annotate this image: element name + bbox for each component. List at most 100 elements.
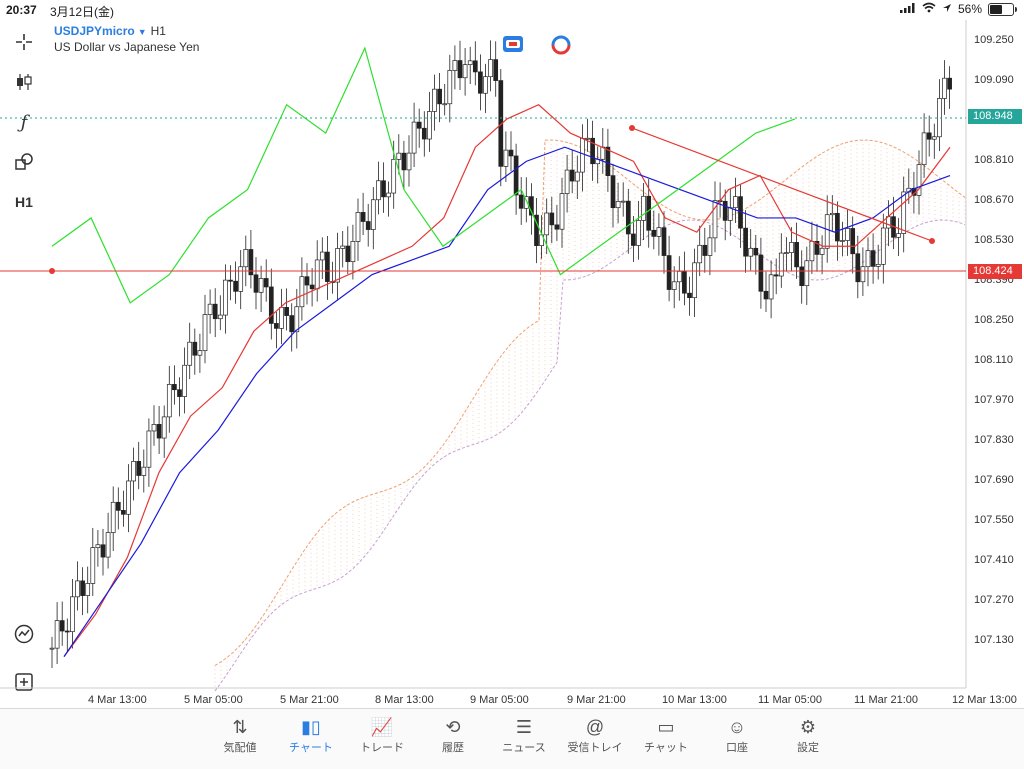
candle-bear	[529, 196, 534, 216]
nav-item-quotes[interactable]: ⇅ 気配値	[205, 715, 275, 755]
candle-bull	[580, 137, 585, 173]
candle-bear	[835, 212, 840, 242]
candle-bull	[110, 501, 116, 533]
nav-item-account[interactable]: ☺ 口座	[702, 715, 772, 755]
battery-percent: 56%	[957, 2, 982, 16]
candle-bull	[712, 200, 718, 239]
candle-bear	[508, 149, 514, 157]
candle-bull	[442, 103, 448, 106]
candle-bull	[238, 266, 244, 292]
candle-bull	[376, 180, 381, 201]
nav-item-settings[interactable]: ⚙ 設定	[773, 715, 843, 755]
time-axis-label: 8 Mar 13:00	[375, 694, 434, 706]
candle-bull	[488, 59, 493, 78]
candle-bear	[172, 384, 177, 391]
candle-bear	[605, 146, 611, 176]
candle-bear	[493, 59, 499, 81]
candle-bull	[600, 146, 606, 160]
nav-item-history[interactable]: ⟲ 履歴	[418, 715, 488, 755]
candle-bull	[896, 233, 901, 238]
nav-item-chart[interactable]: ▮▯ チャート	[276, 715, 346, 755]
time-axis-label: 11 Mar 05:00	[758, 694, 823, 706]
candle-bull	[865, 250, 871, 268]
symbol-name[interactable]: USDJPYmicro	[54, 24, 135, 38]
nav-item-label: 口座	[726, 742, 748, 754]
candle-bear	[309, 284, 315, 290]
signal-icon	[899, 2, 916, 16]
candle-bull	[789, 242, 794, 253]
nav-item-label: トレード	[360, 742, 404, 754]
trendline-start	[629, 125, 635, 131]
candle-bull	[671, 281, 677, 290]
nav-item-mail[interactable]: @ 受信トレイ	[560, 715, 630, 755]
candle-bear	[855, 253, 861, 283]
candle-bear	[192, 341, 198, 356]
time-axis-label: 11 Mar 21:00	[854, 694, 919, 706]
symbol-header[interactable]: USDJPYmicro ▼ H1 US Dollar vs Japanese Yen	[54, 24, 199, 54]
status-time: 20:37	[6, 3, 37, 17]
battery-icon	[988, 2, 1017, 16]
candle-bear	[569, 169, 575, 182]
candle-bear	[457, 60, 463, 79]
candle-bear	[421, 127, 427, 140]
timeframe-button[interactable]: H1	[15, 194, 33, 210]
candle-bull	[819, 247, 825, 255]
candle-bull	[467, 60, 473, 66]
candle-bull	[620, 200, 626, 203]
candle-bull	[427, 111, 432, 140]
price-axis-label: 108.250	[974, 314, 1014, 326]
nav-item-label: 受信トレイ	[567, 742, 623, 754]
symbol-description: US Dollar vs Japanese Yen	[54, 40, 200, 54]
add-chart-icon[interactable]	[10, 668, 38, 696]
candle-bear	[702, 244, 708, 256]
price-axis-label: 109.250	[974, 34, 1014, 46]
candle-bear	[177, 389, 182, 397]
nav-item-trade[interactable]: 📈 トレード	[347, 715, 417, 755]
candle-bull	[768, 274, 774, 300]
trade-icon: 📈	[370, 717, 394, 737]
candlestick-icon[interactable]	[10, 68, 38, 96]
candle-bull	[860, 266, 866, 283]
candle-bull	[641, 195, 646, 221]
candle-bull	[707, 237, 713, 256]
senkou-span-b	[214, 219, 966, 692]
nav-item-label: 履歴	[442, 742, 464, 754]
candle-bear	[381, 180, 386, 198]
chart-zoom-icon[interactable]	[10, 620, 38, 648]
market-depth-icon[interactable]	[551, 35, 571, 60]
candle-bear	[416, 121, 422, 129]
candle-bear	[253, 274, 259, 293]
candle-bear	[121, 510, 126, 515]
nav-item-label: チャット	[644, 742, 688, 754]
candle-bull	[350, 241, 356, 263]
candle-bear	[610, 175, 616, 209]
price-chart[interactable]	[0, 20, 1024, 708]
objects-shapes-icon[interactable]	[10, 148, 38, 176]
candle-bull	[126, 480, 131, 515]
current-price-tag: 108.948	[968, 109, 1022, 124]
chevron-down-icon[interactable]: ▼	[137, 27, 147, 37]
candle-bear	[651, 229, 657, 237]
tenkan-sen-line	[63, 104, 951, 658]
wifi-icon	[922, 2, 936, 16]
candle-bear	[646, 195, 652, 231]
candle-bear	[926, 132, 932, 140]
candle-bull	[279, 307, 284, 329]
crosshair-icon[interactable]	[10, 28, 38, 56]
indicators-function-icon[interactable]: ƒ	[20, 111, 28, 133]
candle-bull	[452, 60, 458, 71]
candle-bull	[141, 466, 147, 476]
one-click-trade-icon[interactable]	[503, 36, 523, 57]
candle-bear	[115, 501, 121, 511]
candle-bear	[850, 228, 856, 255]
candle-bear	[554, 224, 560, 230]
candle-bull	[202, 314, 208, 352]
candle-bear	[100, 544, 106, 558]
nav-item-chat[interactable]: ▭ チャット	[631, 715, 701, 755]
location-icon	[942, 2, 952, 16]
status-indicators: 56%	[899, 2, 1017, 16]
candle-bull	[146, 430, 152, 468]
nav-item-news[interactable]: ☰ ニュース	[489, 715, 559, 755]
hline-anchor	[49, 268, 55, 274]
ichimoku-cloud	[214, 139, 966, 692]
